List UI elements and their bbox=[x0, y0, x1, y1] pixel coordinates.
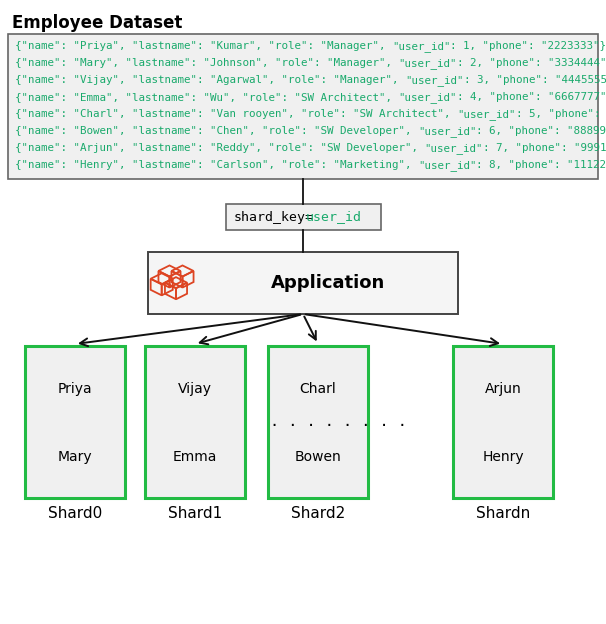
Text: Henry: Henry bbox=[482, 450, 524, 464]
FancyBboxPatch shape bbox=[453, 346, 553, 498]
FancyBboxPatch shape bbox=[148, 252, 458, 314]
Text: {"name": "Henry", "lastname": "Carlson", "role": "Marketing",: {"name": "Henry", "lastname": "Carlson",… bbox=[15, 160, 418, 170]
Text: : 5, "phone": "7778888"}: : 5, "phone": "7778888"} bbox=[516, 109, 606, 119]
Text: {"name": "Bowen", "lastname": "Chen", "role": "SW Developer",: {"name": "Bowen", "lastname": "Chen", "r… bbox=[15, 126, 418, 136]
Text: {"name": "Arjun", "lastname": "Reddy", "role": "SW Developer",: {"name": "Arjun", "lastname": "Reddy", "… bbox=[15, 143, 424, 153]
FancyBboxPatch shape bbox=[226, 204, 381, 230]
Text: "user_id": "user_id" bbox=[405, 75, 464, 86]
Text: {"name": "Vijay", "lastname": "Agarwal", "role": "Manager",: {"name": "Vijay", "lastname": "Agarwal",… bbox=[15, 75, 405, 85]
Text: {"name": "Charl", "lastname": "Van rooyen", "role": "SW Architect",: {"name": "Charl", "lastname": "Van rooye… bbox=[15, 109, 457, 119]
Text: Shard2: Shard2 bbox=[291, 506, 345, 521]
Text: "user_id": "user_id" bbox=[418, 160, 476, 171]
Text: {"name": "Priya", "lastname": "Kumar", "role": "Manager",: {"name": "Priya", "lastname": "Kumar", "… bbox=[15, 41, 392, 51]
Text: "user_id": "user_id" bbox=[392, 41, 450, 52]
Text: Charl: Charl bbox=[299, 381, 336, 396]
Text: Application: Application bbox=[271, 274, 385, 292]
Text: . . . . . . . .: . . . . . . . . bbox=[270, 414, 407, 429]
FancyBboxPatch shape bbox=[8, 34, 598, 179]
Text: Priya: Priya bbox=[58, 381, 92, 396]
Text: Mary: Mary bbox=[58, 450, 92, 464]
Text: Employee Dataset: Employee Dataset bbox=[12, 14, 182, 32]
FancyBboxPatch shape bbox=[25, 346, 125, 498]
Text: "user_id": "user_id" bbox=[399, 92, 457, 103]
Text: Emma: Emma bbox=[173, 450, 217, 464]
Text: "user_id": "user_id" bbox=[418, 126, 476, 137]
Text: : 3, "phone": "4445555"}: : 3, "phone": "4445555"} bbox=[464, 75, 606, 85]
Text: shard_key=: shard_key= bbox=[234, 210, 314, 223]
Text: Arjun: Arjun bbox=[485, 381, 521, 396]
Text: {"name": "Emma", "lastname": "Wu", "role": "SW Architect",: {"name": "Emma", "lastname": "Wu", "role… bbox=[15, 92, 399, 102]
Text: user_id: user_id bbox=[306, 210, 362, 223]
Text: Shardn: Shardn bbox=[476, 506, 530, 521]
Text: Shard1: Shard1 bbox=[168, 506, 222, 521]
Text: Shard0: Shard0 bbox=[48, 506, 102, 521]
Text: : 7, "phone": "9991111"}: : 7, "phone": "9991111"} bbox=[483, 143, 606, 153]
Text: "user_id": "user_id" bbox=[399, 58, 457, 69]
Text: "user_id": "user_id" bbox=[424, 143, 483, 154]
Text: {"name": "Mary", "lastname": "Johnson", "role": "Manager",: {"name": "Mary", "lastname": "Johnson", … bbox=[15, 58, 399, 68]
Text: : 2, "phone": "3334444"}: : 2, "phone": "3334444"} bbox=[457, 58, 606, 68]
FancyBboxPatch shape bbox=[268, 346, 368, 498]
Text: Vijay: Vijay bbox=[178, 381, 212, 396]
Text: : 4, "phone": "6667777"}: : 4, "phone": "6667777"} bbox=[457, 92, 606, 102]
Text: "user_id": "user_id" bbox=[457, 109, 516, 120]
Text: : 8, "phone": "1112222"}: : 8, "phone": "1112222"} bbox=[476, 160, 606, 170]
FancyBboxPatch shape bbox=[145, 346, 245, 498]
Text: : 1, "phone": "2223333"}: : 1, "phone": "2223333"} bbox=[450, 41, 606, 51]
Text: Bowen: Bowen bbox=[295, 450, 341, 464]
Text: : 6, "phone": "8889999"}: : 6, "phone": "8889999"} bbox=[476, 126, 606, 136]
